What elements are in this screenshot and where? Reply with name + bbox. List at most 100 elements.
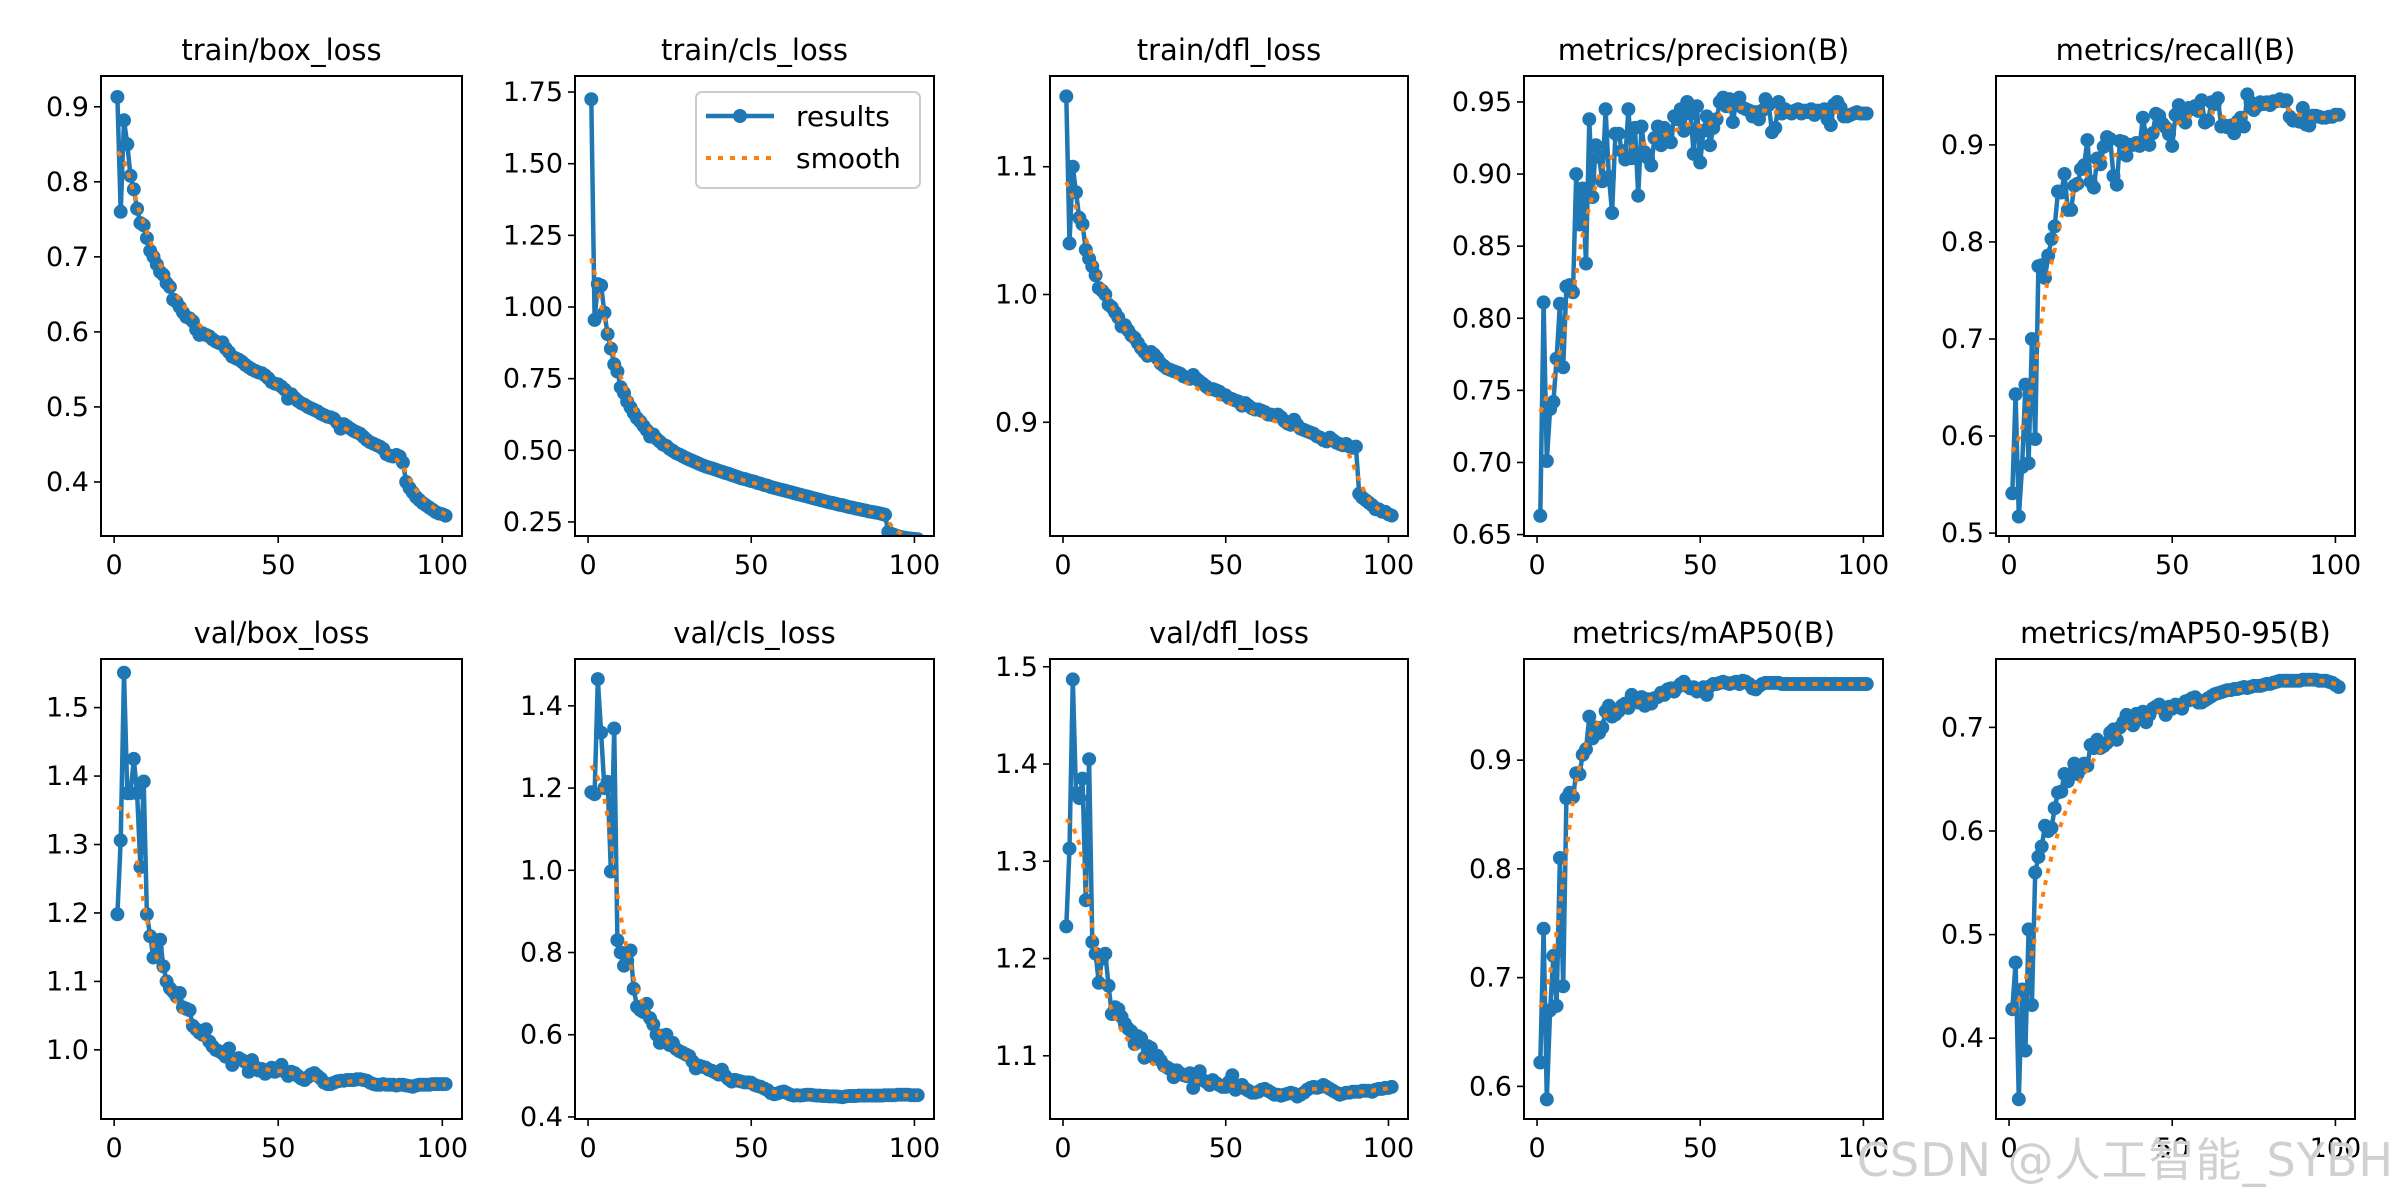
data-point	[1859, 677, 1874, 691]
subplot-metrics-precision-b: metrics/precision(B) 0 50 100 0.65 0.70 0.75 0.…	[1452, 33, 1889, 581]
data-point	[1566, 790, 1580, 805]
y-tick-label: 0.90	[1452, 159, 1512, 190]
data-point	[2047, 219, 2062, 234]
data-point	[136, 774, 151, 789]
y-tick-label: 0.7	[1941, 324, 1984, 355]
data-point	[1624, 151, 1639, 166]
data-point	[2086, 180, 2101, 195]
subplot-title: metrics/mAP50(B)	[1572, 616, 1835, 650]
series-line-smooth	[2010, 102, 2339, 453]
data-point	[2011, 1092, 2026, 1107]
data-point	[1078, 893, 1093, 908]
data-point	[607, 721, 622, 736]
data-point	[1579, 256, 1593, 271]
x-tick-label: 50	[2155, 1133, 2189, 1164]
y-tick-label: 0.5	[46, 392, 89, 423]
series-line-smooth	[115, 150, 447, 517]
data-point	[1098, 946, 1113, 961]
data-point	[1582, 709, 1597, 724]
y-tick-label: 0.80	[1452, 303, 1512, 334]
y-tick-label: 0.85	[1452, 231, 1512, 262]
x-tick-label: 100	[1838, 550, 1890, 581]
axes-frame	[1049, 658, 1409, 1120]
data-point	[1693, 155, 1708, 170]
axes-frame	[574, 658, 935, 1120]
y-tick-label: 0.5	[1941, 920, 1984, 951]
y-tick-label: 0.4	[1941, 1023, 1984, 1054]
data-point	[2201, 113, 2216, 128]
data-point	[2054, 185, 2069, 200]
y-tick-label: 1.25	[503, 220, 563, 251]
y-tick-label: 0.6	[1469, 1071, 1512, 1102]
y-tick-label: 1.1	[995, 152, 1038, 183]
data-point	[1552, 296, 1567, 311]
subplot-metrics-map50-95-b: metrics/mAP50-95(B) 0 50 100 0.4 0.5 0.6 0.7	[1941, 616, 2361, 1164]
data-point	[113, 204, 128, 219]
x-tick-label: 50	[1683, 550, 1717, 581]
data-point	[2018, 377, 2033, 392]
data-point	[1621, 102, 1636, 117]
data-point	[2021, 922, 2036, 937]
data-point	[1572, 217, 1587, 232]
data-point	[1703, 138, 1717, 153]
data-point	[584, 92, 599, 107]
y-tick-label: 0.25	[503, 507, 563, 538]
y-tick-label: 1.2	[520, 773, 563, 804]
y-tick-label: 0.8	[46, 167, 89, 198]
data-point	[1768, 120, 1783, 135]
watermark: CSDN @人工智能_SYBH	[1856, 1133, 2394, 1187]
y-tick-label: 0.6	[520, 1020, 563, 1051]
y-tick-label: 1.5	[995, 652, 1038, 683]
data-point	[1575, 181, 1590, 196]
data-point	[1348, 439, 1363, 454]
data-point	[1059, 919, 1074, 934]
data-point	[2041, 248, 2056, 263]
data-point	[172, 986, 187, 1000]
y-tick-label: 0.7	[1469, 963, 1512, 994]
axes-frame	[100, 658, 463, 1120]
data-point	[2165, 138, 2180, 153]
data-point	[1690, 99, 1704, 114]
data-point	[2142, 137, 2157, 152]
data-point	[600, 774, 615, 789]
series-markers-results	[1059, 672, 1399, 1104]
y-tick-label: 0.50	[503, 435, 563, 466]
data-point	[2024, 332, 2039, 346]
legend-results-marker-icon	[733, 109, 747, 123]
data-point	[1533, 508, 1548, 523]
y-tick-label: 0.65	[1452, 520, 1512, 551]
data-point	[199, 1022, 213, 1037]
data-point	[1065, 672, 1080, 687]
y-tick-label: 1.4	[995, 749, 1038, 780]
data-point	[2011, 509, 2026, 524]
x-tick-label: 50	[1209, 1133, 1243, 1164]
data-point	[2008, 387, 2023, 402]
x-tick-label: 0	[106, 1133, 123, 1164]
data-point	[1186, 1080, 1201, 1095]
x-tick-label: 100	[417, 1133, 469, 1164]
subplot-title: metrics/recall(B)	[2056, 33, 2296, 67]
data-point	[1585, 190, 1600, 205]
x-tick-label: 0	[1528, 550, 1545, 581]
data-point	[2057, 167, 2072, 181]
data-point	[1588, 138, 1603, 153]
data-point	[1579, 742, 1593, 757]
x-tick-label: 50	[261, 1133, 295, 1164]
subplot-title: val/dfl_loss	[1149, 616, 1309, 650]
x-tick-label: 100	[1838, 1133, 1890, 1164]
data-point	[1644, 158, 1659, 173]
data-point	[117, 665, 131, 680]
y-tick-label: 0.8	[1469, 854, 1512, 885]
data-point	[1384, 1079, 1399, 1094]
x-tick-label: 50	[1683, 1133, 1717, 1164]
x-tick-label: 100	[1363, 1133, 1415, 1164]
data-point	[2119, 148, 2134, 163]
data-point	[590, 672, 605, 687]
series-line-smooth	[589, 257, 910, 535]
y-tick-label: 1.0	[46, 1035, 89, 1066]
data-point	[117, 113, 131, 128]
data-point	[222, 1041, 236, 1056]
data-point	[136, 218, 151, 233]
data-point	[1549, 998, 1564, 1013]
